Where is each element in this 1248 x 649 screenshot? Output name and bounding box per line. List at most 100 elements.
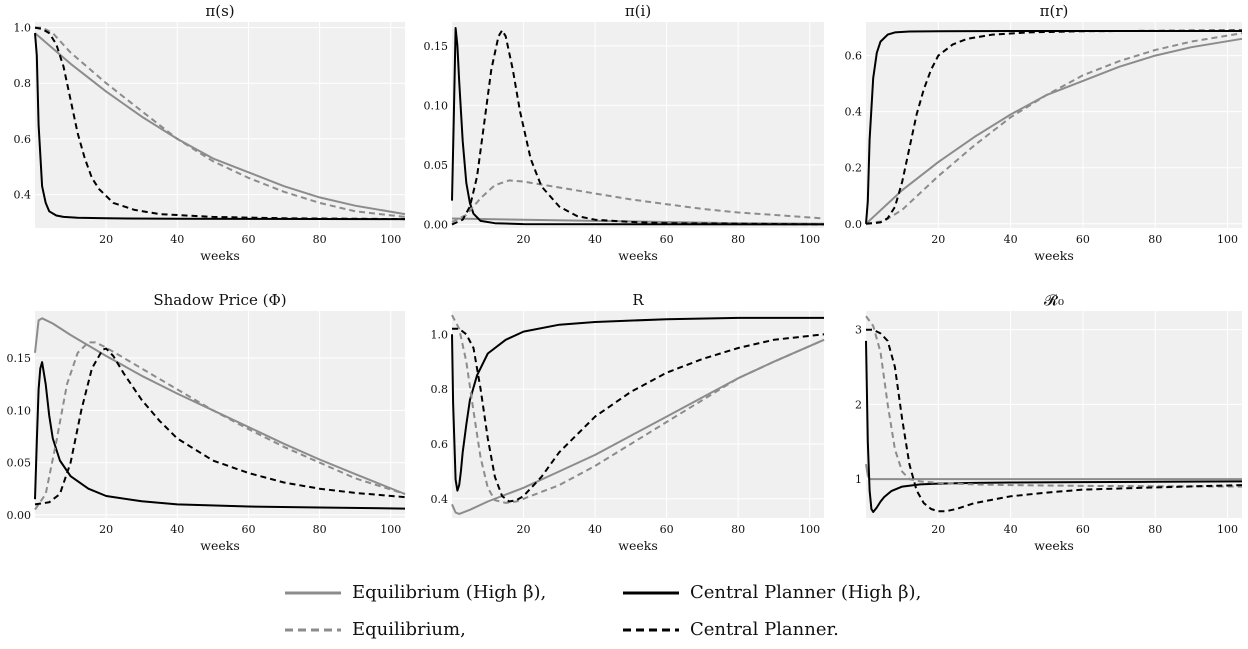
y-tick-label: 3	[855, 324, 862, 337]
legend-label: Equilibrium (High β),	[352, 582, 547, 603]
x-axis-label: weeks	[618, 538, 657, 553]
panel-title: 𝓡₀	[1044, 291, 1064, 309]
series-line-equilibrium	[451, 179, 825, 223]
x-tick-label: 20	[517, 523, 531, 536]
series-line-central-planner-high	[865, 340, 1243, 513]
series-line-equilibrium	[35, 26, 406, 218]
x-tick-label: 60	[241, 523, 255, 536]
series-line-central-planner	[452, 327, 825, 503]
x-tick-label: 20	[517, 233, 531, 246]
series-line-equilibrium	[865, 32, 1243, 225]
x-tick-label: 20	[99, 233, 113, 246]
legend-label: Central Planner (High β),	[690, 582, 922, 603]
series-line-equilibrium	[34, 341, 406, 511]
y-tick-label: 1.0	[431, 328, 449, 341]
y-tick-label: 0.05	[424, 159, 449, 172]
plot-background	[866, 22, 1242, 228]
x-tick-label: 80	[1148, 523, 1162, 536]
x-tick-label: 80	[313, 523, 327, 536]
legend-swatch-central-planner	[623, 628, 679, 631]
x-tick-label: 60	[241, 233, 255, 246]
x-tick-label: 40	[588, 233, 602, 246]
x-tick-label: 80	[1148, 233, 1162, 246]
y-tick-label: 0.4	[14, 189, 32, 202]
plot-background	[35, 22, 405, 228]
y-tick-label: 1	[855, 473, 862, 486]
x-tick-label: 40	[1004, 233, 1018, 246]
panel-title: R	[632, 291, 644, 309]
x-tick-label: 60	[660, 523, 674, 536]
legend-item-equilibrium-high-beta: Equilibrium (High β),	[284, 582, 546, 603]
panel-title: π(i)	[625, 2, 651, 20]
x-tick-label: 100	[799, 523, 820, 536]
series-line-equilibrium-high	[34, 317, 406, 495]
legend-swatch-equilibrium	[285, 628, 341, 631]
x-tick-label: 60	[1076, 233, 1090, 246]
y-tick-label: 0.15	[7, 352, 32, 365]
chart-panel-4: 20 40 60 80 100 0.00 0.05 0.10 0.15 Shadow Price …	[7, 291, 406, 553]
x-tick-label: 100	[380, 523, 401, 536]
x-tick-label: 40	[170, 233, 184, 246]
y-tick-label: 0.2	[845, 162, 863, 175]
x-axis-label: weeks	[1034, 538, 1073, 553]
y-tick-label: 0.10	[424, 99, 449, 112]
series-line-central-planner-high	[451, 27, 825, 226]
x-tick-label: 100	[1217, 523, 1238, 536]
figure: 20 40 60 80 100 0.4 0.6 0.8 1.0 π(s) weeks 20 40 60 80…	[7, 2, 1243, 553]
series-line-central-planner-high	[34, 361, 406, 510]
panel-title: π(s)	[205, 2, 234, 20]
y-tick-label: 0.0	[845, 218, 863, 231]
x-tick-label: 100	[1217, 233, 1238, 246]
y-tick-label: 0.10	[7, 404, 32, 417]
series-line-equilibrium-high	[34, 32, 406, 216]
chart-panel-2: 20 40 60 80 100 0.00 0.05 0.10 0.15 π(i) weeks	[424, 2, 825, 263]
plot-background	[452, 311, 824, 518]
chart-panel-6: 20 40 60 80 100 1 2 3 𝓡₀ weeks	[855, 291, 1243, 553]
x-tick-label: 100	[380, 233, 401, 246]
plot-background	[866, 311, 1242, 518]
y-tick-label: 0.4	[845, 106, 863, 119]
series-line-equilibrium	[451, 314, 825, 504]
series-line-central-planner	[865, 29, 1243, 225]
x-axis-label: weeks	[200, 248, 239, 263]
x-tick-label: 100	[799, 233, 820, 246]
x-tick-label: 20	[931, 233, 945, 246]
series-line-central-planner	[34, 347, 406, 506]
x-tick-label: 60	[1076, 523, 1090, 536]
series-line-central-planner	[34, 26, 406, 221]
panel-title: π(r)	[1040, 2, 1069, 20]
y-tick-label: 0.15	[424, 40, 449, 53]
legend-item-central-planner: Central Planner.	[622, 619, 839, 640]
x-tick-label: 80	[731, 233, 745, 246]
y-tick-label: 0.8	[431, 383, 449, 396]
x-axis-label: weeks	[1034, 248, 1073, 263]
legend-item-equilibrium: Equilibrium,	[284, 619, 466, 640]
y-tick-label: 0.4	[431, 493, 449, 506]
x-axis-label: weeks	[200, 538, 239, 553]
x-tick-label: 20	[99, 523, 113, 536]
y-tick-label: 1.0	[14, 22, 32, 35]
legend-item-central-planner-high-beta: Central Planner (High β),	[622, 582, 921, 603]
x-tick-label: 40	[170, 523, 184, 536]
y-tick-label: 0.6	[845, 50, 863, 63]
series-line-central-planner-high	[34, 33, 406, 221]
series-line-central-planner	[451, 29, 825, 226]
x-tick-label: 20	[931, 523, 945, 536]
x-tick-label: 60	[660, 233, 674, 246]
chart-panel-1: 20 40 60 80 100 0.4 0.6 0.8 1.0 π(s) weeks	[14, 2, 406, 263]
plot-background	[452, 22, 824, 228]
legend-swatch-equilibrium-high-beta	[285, 591, 341, 594]
series-line-central-planner-high	[865, 30, 1242, 224]
y-tick-label: 0.6	[431, 438, 449, 451]
series-line-central-planner	[866, 328, 1243, 513]
legend: Equilibrium (High β), Central Planner (H…	[0, 575, 1248, 645]
legend-label: Central Planner.	[690, 619, 839, 640]
series-line-equilibrium	[865, 315, 1243, 488]
y-tick-label: 0.00	[424, 218, 449, 231]
y-tick-label: 0.00	[7, 509, 32, 522]
y-tick-label: 0.05	[7, 457, 32, 470]
x-axis-label: weeks	[618, 248, 657, 263]
legend-label: Equilibrium,	[352, 619, 466, 640]
x-tick-label: 80	[731, 523, 745, 536]
